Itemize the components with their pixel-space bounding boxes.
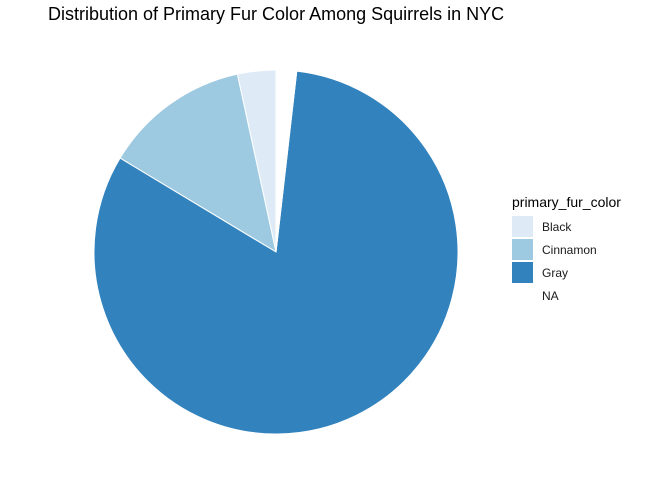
chart-title: Distribution of Primary Fur Color Among … bbox=[48, 4, 505, 24]
legend-label-na: NA bbox=[542, 288, 559, 303]
legend-key-na bbox=[512, 285, 533, 306]
legend-label-gray: Gray bbox=[542, 265, 569, 280]
legend-item-cinnamon: Cinnamon bbox=[512, 238, 621, 261]
pie-slice-gray bbox=[93, 70, 459, 435]
legend-key-black bbox=[512, 216, 533, 237]
legend-key-gray bbox=[512, 262, 533, 283]
legend-item-na: NA bbox=[512, 284, 621, 307]
legend-item-gray: Gray bbox=[512, 261, 621, 284]
legend-items: Black Cinnamon Gray NA bbox=[512, 215, 621, 307]
legend: primary_fur_color Black Cinnamon Gray NA bbox=[512, 194, 621, 307]
legend-key-cinnamon bbox=[512, 239, 533, 260]
legend-title: primary_fur_color bbox=[512, 194, 621, 210]
pie-slice-na bbox=[275, 69, 298, 253]
legend-label-black: Black bbox=[542, 219, 572, 234]
legend-label-cinnamon: Cinnamon bbox=[542, 242, 597, 257]
pie-slice-cinnamon bbox=[119, 73, 277, 254]
legend-item-black: Black bbox=[512, 215, 621, 238]
